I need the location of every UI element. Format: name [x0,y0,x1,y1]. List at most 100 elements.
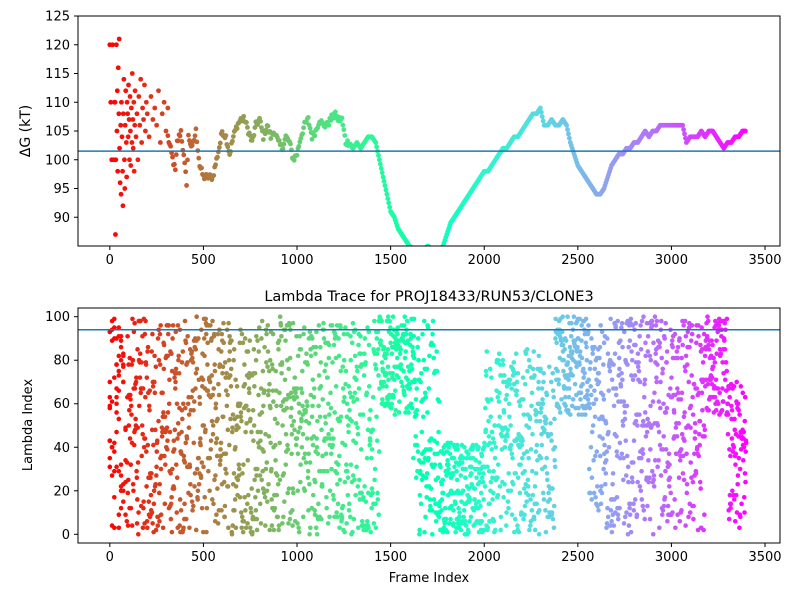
lambda-point [481,471,486,476]
lambda-point [660,366,666,372]
lambda-point [680,471,686,476]
lambda-point [386,377,391,383]
lambda-point [702,427,708,433]
lambda-axes-frame [77,307,781,544]
lambda-point [107,379,113,385]
lambda-point [655,423,661,428]
lambda-point [152,353,157,359]
delta-g-point [376,153,381,158]
lambda-point [715,401,721,407]
lambda-point [592,388,597,393]
lambda-point [193,386,198,391]
lambda-point [233,377,238,383]
lambda-point [617,366,622,372]
lambda-point [740,458,746,463]
lambda-point [158,512,164,518]
lambda-point [483,368,489,374]
lambda-point [513,471,519,476]
lambda-point [151,501,157,507]
lambda-point [172,386,178,391]
lambda-point [445,458,450,463]
lambda-point [171,486,177,491]
lambda-point [722,320,728,326]
lambda-point [217,462,223,467]
delta-g-point [434,249,439,254]
lambda-point [144,518,150,524]
delta-g-point [124,174,130,180]
lambda-point [218,447,223,452]
lambda-point [393,407,399,413]
lambda-point [112,316,117,322]
lambda-point [233,525,239,531]
delta-g-point [230,138,235,144]
lambda-point [231,471,237,476]
lambda-point [129,523,135,528]
lambda-point [584,392,590,398]
delta-g-point [312,133,318,139]
x-tick-label: 1000 [280,253,313,268]
lambda-point [141,505,146,511]
lambda-point [654,375,659,380]
lambda-point [243,429,248,435]
lambda-point [627,505,632,511]
delta-g-point [378,165,384,171]
lambda-point [507,377,513,383]
lambda-point [295,488,300,494]
lambda-point [538,455,544,461]
lambda-point [388,340,393,346]
lambda-point [401,323,407,328]
lambda-point [518,462,523,467]
delta-g-point [135,157,141,163]
delta-g-x-ticks: 0 500 1000 1500 2000 2500 3000 3500 [106,246,782,268]
lambda-point [556,381,562,387]
lambda-point [579,323,584,328]
lambda-point [579,338,584,343]
lambda-point [182,460,188,465]
lambda-point [195,497,200,502]
lambda-point [635,364,641,370]
lambda-point [118,338,124,343]
lambda-point [683,353,689,359]
lambda-point [554,340,559,346]
lambda-point [326,355,332,361]
lambda-point [650,323,655,328]
lambda-point [626,344,631,350]
lambda-point [294,436,300,441]
delta-g-point [435,249,440,254]
lambda-point [627,512,633,518]
lambda-point [419,477,425,483]
lambda-point [214,453,220,459]
delta-g-point [127,157,132,163]
lambda-point [269,362,275,367]
lambda-point [124,518,130,524]
lambda-point [503,438,508,444]
lambda-point [373,362,378,367]
lambda-point [280,423,285,428]
lambda-point [715,386,721,391]
lambda-point [549,438,554,444]
lambda-point [125,523,131,528]
lambda-point [300,368,305,374]
lambda-point [615,512,621,518]
lambda-point [495,492,501,498]
lambda-point [674,451,679,457]
lambda-point [116,388,122,393]
delta-g-point [252,125,258,130]
lambda-point [659,355,665,361]
delta-g-point [417,249,422,254]
delta-g-point [146,134,152,140]
lambda-point [181,453,187,459]
lambda-point [203,316,209,322]
lambda-point [287,323,292,328]
lambda-point [621,329,627,335]
lambda-point [690,412,696,417]
lambda-point [487,366,493,372]
lambda-point [674,434,680,439]
lambda-point [705,381,711,387]
lambda-point [409,362,414,367]
delta-g-point [119,99,124,105]
lambda-point [248,510,254,515]
lambda-point [283,462,289,467]
delta-g-point [426,244,432,246]
lambda-point [278,403,284,409]
